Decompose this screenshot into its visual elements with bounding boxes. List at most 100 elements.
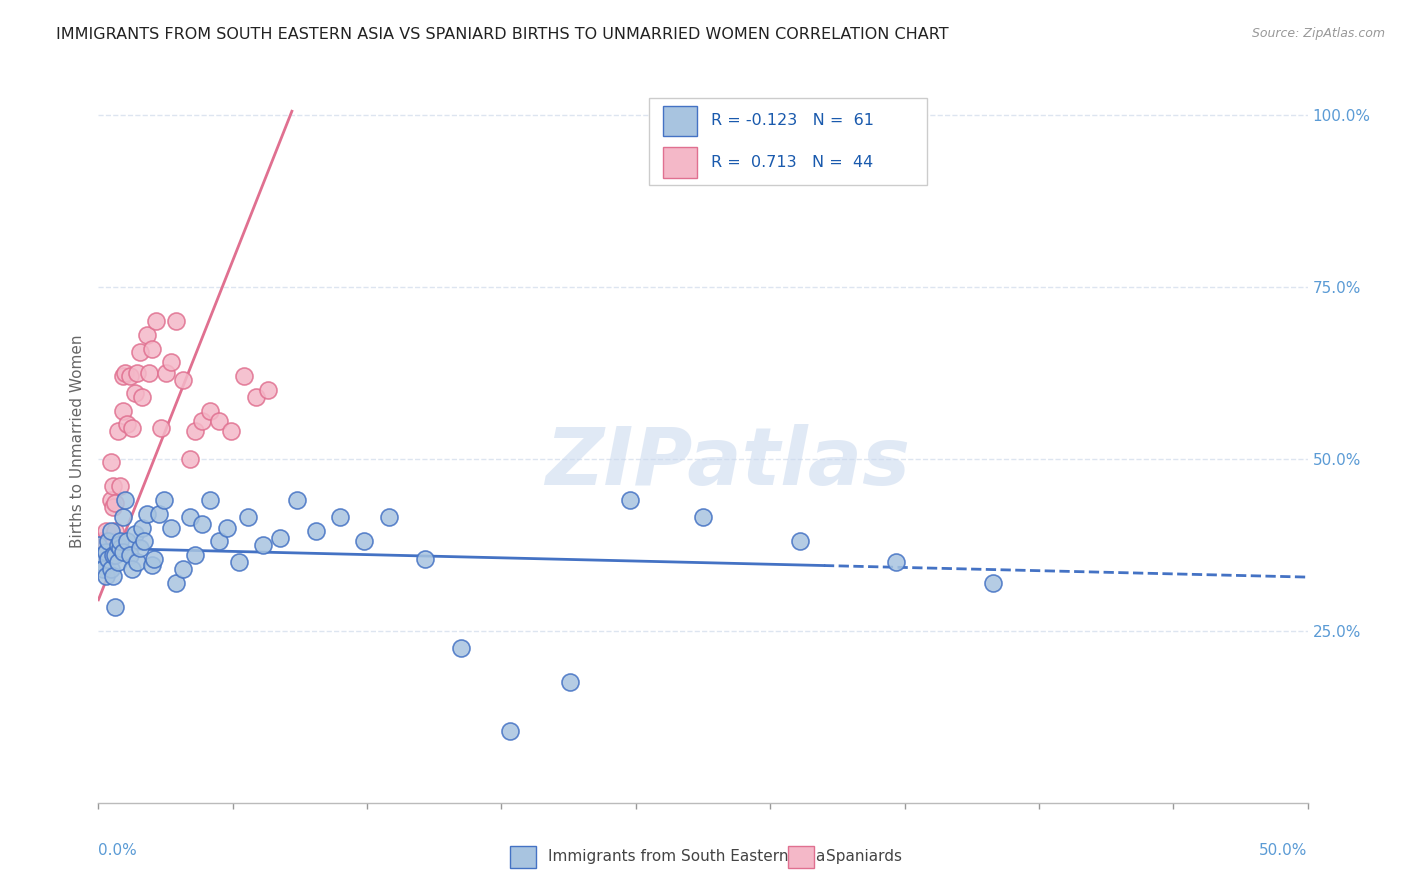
- Point: [108, 479, 131, 493]
- Point: [789, 534, 811, 549]
- Point: [143, 551, 166, 566]
- Point: [145, 314, 167, 328]
- Point: [238, 510, 260, 524]
- Point: [413, 551, 436, 566]
- Point: [111, 544, 134, 558]
- Point: [135, 327, 157, 342]
- Point: [118, 548, 141, 562]
- Point: [87, 538, 110, 552]
- Point: [94, 534, 117, 549]
- Text: ZIPatlas: ZIPatlas: [544, 425, 910, 502]
- Point: [100, 524, 122, 538]
- Point: [305, 524, 328, 538]
- Point: [91, 548, 114, 562]
- Point: [160, 355, 183, 369]
- Point: [138, 366, 160, 380]
- Point: [198, 493, 221, 508]
- Point: [127, 555, 149, 569]
- FancyBboxPatch shape: [787, 847, 814, 868]
- Point: [191, 414, 214, 428]
- Point: [165, 314, 187, 328]
- Point: [150, 421, 173, 435]
- Point: [377, 510, 399, 524]
- Point: [329, 510, 352, 524]
- Point: [107, 424, 129, 438]
- Point: [155, 366, 177, 380]
- Point: [148, 507, 170, 521]
- Point: [87, 541, 110, 556]
- Point: [450, 640, 472, 655]
- Point: [101, 568, 124, 582]
- Text: Immigrants from South Eastern Asia: Immigrants from South Eastern Asia: [548, 849, 825, 864]
- Point: [228, 555, 250, 569]
- Point: [245, 390, 267, 404]
- Point: [160, 520, 183, 534]
- Point: [97, 534, 120, 549]
- FancyBboxPatch shape: [648, 98, 927, 185]
- Point: [886, 555, 908, 569]
- Point: [117, 417, 139, 432]
- Point: [101, 500, 124, 514]
- Text: 50.0%: 50.0%: [1260, 843, 1308, 857]
- Point: [104, 524, 127, 538]
- Point: [121, 562, 143, 576]
- Point: [179, 510, 201, 524]
- Point: [97, 534, 120, 549]
- Point: [90, 555, 112, 569]
- Point: [107, 538, 129, 552]
- Point: [127, 366, 149, 380]
- Point: [104, 548, 127, 562]
- Point: [100, 562, 122, 576]
- Point: [285, 493, 308, 508]
- Point: [269, 531, 291, 545]
- Text: R = -0.123   N =  61: R = -0.123 N = 61: [711, 113, 875, 128]
- Point: [191, 517, 214, 532]
- Text: Spaniards: Spaniards: [827, 849, 903, 864]
- Point: [90, 534, 112, 549]
- Point: [179, 451, 201, 466]
- Point: [114, 366, 136, 380]
- Point: [111, 369, 134, 384]
- FancyBboxPatch shape: [664, 105, 697, 136]
- FancyBboxPatch shape: [664, 147, 697, 178]
- Point: [172, 373, 194, 387]
- Point: [131, 520, 153, 534]
- Point: [111, 510, 134, 524]
- Point: [184, 424, 207, 438]
- Text: R =  0.713   N =  44: R = 0.713 N = 44: [711, 155, 873, 170]
- Point: [135, 507, 157, 521]
- Point: [124, 527, 146, 541]
- Point: [91, 551, 114, 566]
- Point: [498, 723, 520, 738]
- Point: [91, 562, 114, 576]
- Point: [692, 510, 714, 524]
- FancyBboxPatch shape: [509, 847, 536, 868]
- Text: IMMIGRANTS FROM SOUTH EASTERN ASIA VS SPANIARD BIRTHS TO UNMARRIED WOMEN CORRELA: IMMIGRANTS FROM SOUTH EASTERN ASIA VS SP…: [56, 27, 949, 42]
- Point: [165, 575, 187, 590]
- Point: [121, 421, 143, 435]
- Point: [252, 538, 274, 552]
- Point: [221, 424, 243, 438]
- Point: [111, 403, 134, 417]
- Point: [118, 369, 141, 384]
- Point: [97, 551, 120, 566]
- Point: [128, 345, 150, 359]
- Point: [114, 493, 136, 508]
- Point: [101, 548, 124, 562]
- Point: [94, 544, 117, 558]
- Text: 0.0%: 0.0%: [98, 843, 138, 857]
- Point: [232, 369, 254, 384]
- Point: [981, 575, 1004, 590]
- Point: [134, 534, 156, 549]
- Point: [124, 386, 146, 401]
- Point: [100, 455, 122, 469]
- Point: [104, 599, 127, 614]
- Point: [256, 383, 278, 397]
- Point: [141, 558, 163, 573]
- Point: [107, 555, 129, 569]
- Text: Source: ZipAtlas.com: Source: ZipAtlas.com: [1251, 27, 1385, 40]
- Point: [558, 675, 581, 690]
- Point: [108, 534, 131, 549]
- Point: [215, 520, 238, 534]
- Point: [152, 493, 174, 508]
